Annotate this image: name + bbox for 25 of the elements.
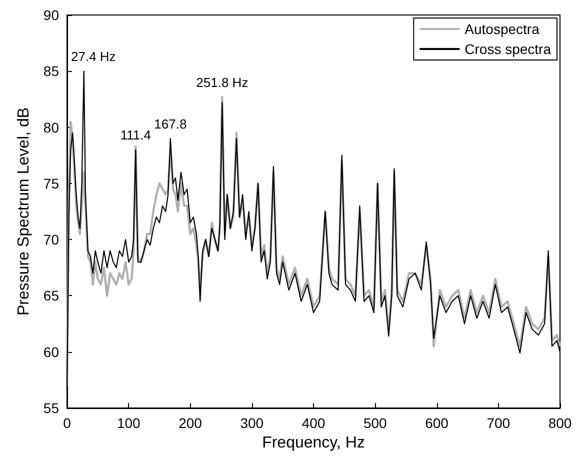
x-tick-label: 800 — [548, 415, 572, 431]
y-axis-title: Pressure Spectrum Level, dB — [16, 107, 32, 316]
y-tick-label: 60 — [43, 344, 60, 360]
x-tick-label: 100 — [116, 415, 141, 431]
x-tick-label: 500 — [363, 415, 388, 431]
x-axis-title: Frequency, Hz — [262, 434, 365, 452]
annotation: 27.4 Hz — [70, 49, 116, 64]
x-tick-label: 200 — [178, 415, 202, 431]
annotation: 251.8 Hz — [196, 74, 248, 90]
annotation: 111.4 — [120, 128, 151, 143]
x-tick-label: 600 — [425, 415, 449, 431]
y-tick-label: 55 — [43, 400, 60, 416]
x-tick-label: 0 — [63, 415, 72, 431]
y-tick-label: 85 — [43, 63, 60, 80]
legend-label: Autospectra — [464, 21, 540, 37]
y-tick-label: 75 — [43, 175, 60, 192]
y-tick-label: 65 — [43, 288, 60, 304]
y-tick-label: 80 — [43, 119, 60, 136]
y-tick-label: 70 — [43, 232, 60, 248]
x-tick-label: 700 — [486, 415, 510, 431]
x-tick-label: 300 — [240, 415, 264, 431]
legend-label: Cross spectra — [464, 41, 552, 57]
annotation: 167.8 — [154, 116, 187, 132]
x-tick-label: 400 — [302, 415, 326, 431]
y-tick-label: 90 — [43, 7, 60, 23]
